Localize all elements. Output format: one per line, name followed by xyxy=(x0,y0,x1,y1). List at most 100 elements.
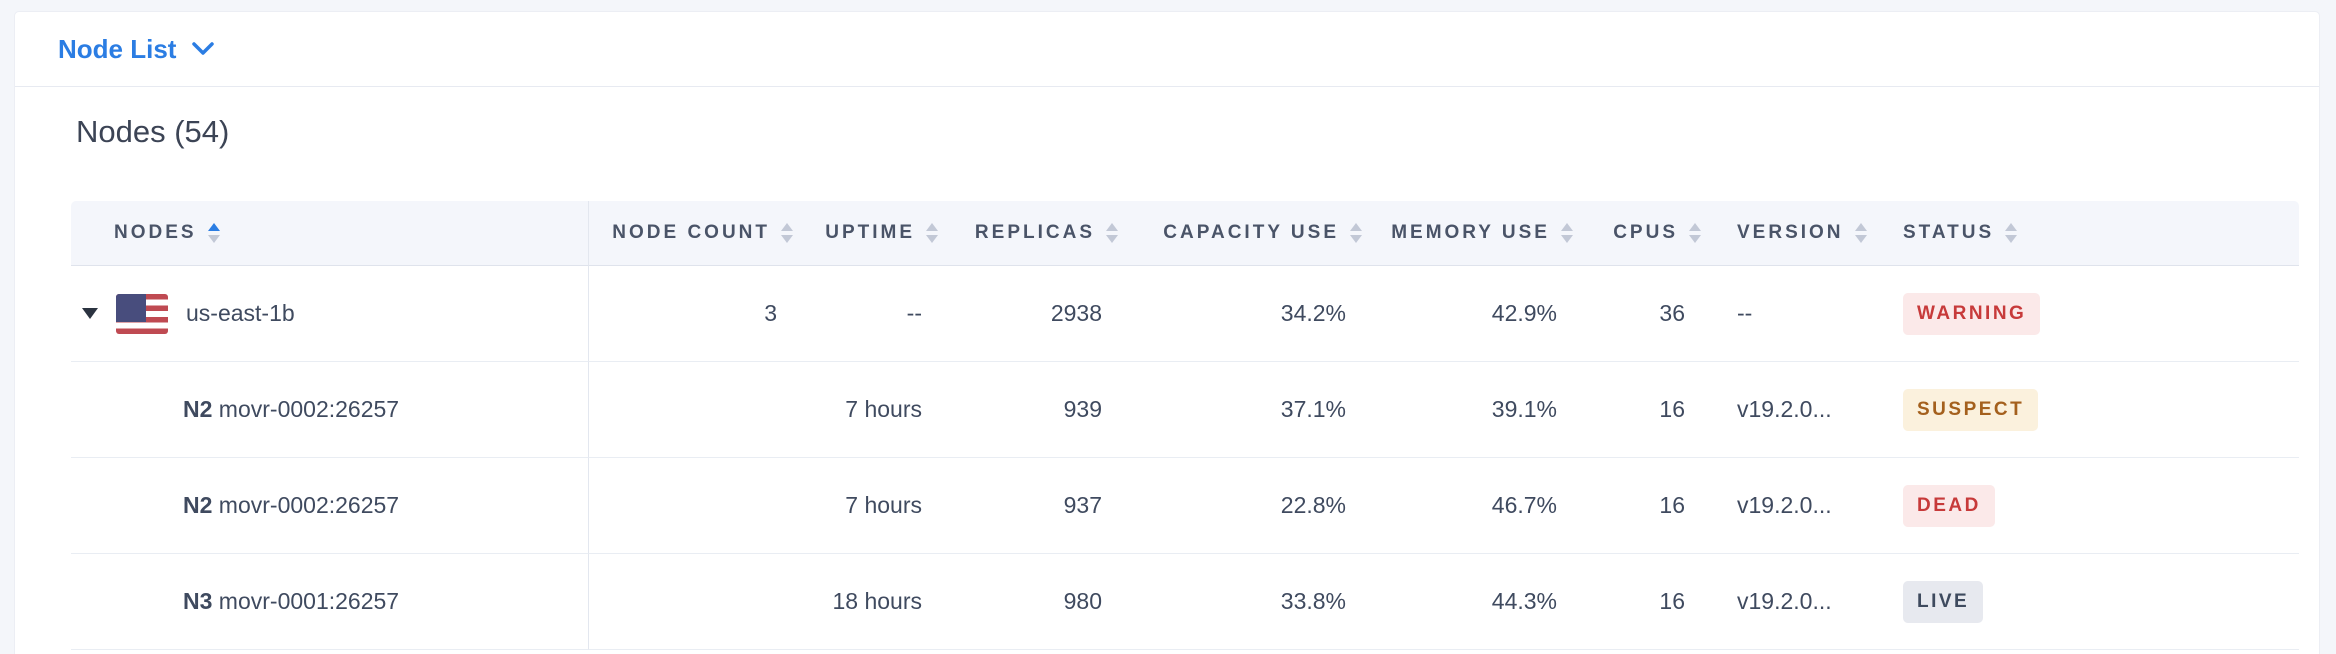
capacity-use-cell: 33.8% xyxy=(1126,554,1370,650)
sort-desc-arrow-icon xyxy=(1689,235,1701,243)
column-header-label: CAPACITY USE xyxy=(1163,222,1339,243)
node-list-card: Node List Nodes (54) NODES NODE COUNT UPTI… xyxy=(14,11,2320,654)
nodes-table-wrap: NODES NODE COUNT UPTIME REPLICAS CAPACITY US… xyxy=(71,201,2299,650)
memory-use-cell: 42.9% xyxy=(1370,266,1581,362)
table-header-row: NODES NODE COUNT UPTIME REPLICAS CAPACITY US… xyxy=(71,201,2299,266)
sort-icon xyxy=(207,223,220,243)
sort-desc-arrow-icon xyxy=(781,235,793,243)
page-title: Nodes (54) xyxy=(76,114,230,149)
capacity-use-cell: 22.8% xyxy=(1126,458,1370,554)
column-header-label: VERSION xyxy=(1737,222,1844,243)
column-header-label: REPLICAS xyxy=(974,222,1095,243)
replicas-cell: 937 xyxy=(946,458,1126,554)
view-selector-label: Node List xyxy=(58,33,177,64)
flag-canton xyxy=(116,293,147,323)
column-header-label: NODE COUNT xyxy=(612,222,770,243)
sort-asc-arrow-icon xyxy=(1561,223,1573,231)
status-badge: DEAD xyxy=(1903,484,1995,527)
column-header-nodes[interactable]: NODES xyxy=(71,201,589,266)
nodes-cell: us-east-1b xyxy=(71,266,589,362)
replicas-cell: 2938 xyxy=(946,266,1126,362)
node-id: N3 xyxy=(183,588,213,614)
capacity-use-cell: 34.2% xyxy=(1126,266,1370,362)
sort-desc-arrow-icon xyxy=(207,235,220,243)
cpus-cell: 16 xyxy=(1581,554,1709,650)
cpus-cell: 36 xyxy=(1581,266,1709,362)
sort-icon xyxy=(2005,223,2018,243)
column-header-label: CPUS xyxy=(1613,222,1678,243)
node-name: N3 movr-0001:26257 xyxy=(183,588,400,614)
status-badge: LIVE xyxy=(1903,580,1984,623)
node-count-cell xyxy=(589,554,801,650)
sort-asc-arrow-icon xyxy=(207,223,220,231)
node-count-cell xyxy=(589,458,801,554)
chevron-down-icon xyxy=(192,42,215,55)
node-name: N2 movr-0002:26257 xyxy=(183,492,400,518)
sort-asc-arrow-icon xyxy=(1689,223,1701,231)
sort-asc-arrow-icon xyxy=(1350,223,1362,231)
column-header-label: MEMORY USE xyxy=(1391,222,1550,243)
node-count-cell: 3 xyxy=(589,266,801,362)
status-badge: SUSPECT xyxy=(1903,388,2039,431)
view-selector-dropdown[interactable]: Node List xyxy=(58,33,215,65)
node-count-cell xyxy=(589,362,801,458)
cpus-cell: 16 xyxy=(1581,362,1709,458)
sort-asc-arrow-icon xyxy=(1854,223,1867,231)
sort-icon xyxy=(1106,223,1118,243)
sort-asc-arrow-icon xyxy=(2005,223,2018,231)
column-header-label: STATUS xyxy=(1903,222,1995,243)
table-row: N2 movr-0002:26257 7 hours 937 22.8% 46.7% 16… xyxy=(71,458,2299,554)
version-cell: v19.2.0... xyxy=(1709,554,1882,650)
status-cell: WARNING xyxy=(1882,266,2299,362)
nodes-cell: N2 movr-0002:26257 xyxy=(71,458,589,554)
version-cell: v19.2.0... xyxy=(1709,458,1882,554)
capacity-use-cell: 37.1% xyxy=(1126,362,1370,458)
uptime-cell: 7 hours xyxy=(801,458,946,554)
sort-desc-arrow-icon xyxy=(1106,235,1118,243)
column-header-capacity-use[interactable]: CAPACITY USE xyxy=(1126,201,1370,266)
sort-asc-arrow-icon xyxy=(926,223,938,231)
sort-asc-arrow-icon xyxy=(1106,223,1118,231)
column-header-cpus[interactable]: CPUS xyxy=(1581,201,1709,266)
us-flag-icon xyxy=(116,293,168,334)
sort-icon xyxy=(926,223,938,243)
sort-icon xyxy=(781,223,793,243)
nodes-table: NODES NODE COUNT UPTIME REPLICAS CAPACITY US… xyxy=(71,201,2299,650)
node-id: N2 xyxy=(183,396,213,422)
replicas-cell: 939 xyxy=(946,362,1126,458)
memory-use-cell: 39.1% xyxy=(1370,362,1581,458)
table-row: N2 movr-0002:26257 7 hours 939 37.1% 39.1% 16… xyxy=(71,362,2299,458)
status-cell: LIVE xyxy=(1882,554,2299,650)
table-row: us-east-1b 3 -- 2938 34.2% 42.9% 36 -- WARNING xyxy=(71,266,2299,362)
uptime-cell: 7 hours xyxy=(801,362,946,458)
cpus-cell: 16 xyxy=(1581,458,1709,554)
status-cell: DEAD xyxy=(1882,458,2299,554)
sort-desc-arrow-icon xyxy=(2005,235,2018,243)
column-header-replicas[interactable]: REPLICAS xyxy=(946,201,1126,266)
status-cell: SUSPECT xyxy=(1882,362,2299,458)
sort-desc-arrow-icon xyxy=(1350,235,1362,243)
sort-desc-arrow-icon xyxy=(1854,235,1867,243)
node-name: N2 movr-0002:26257 xyxy=(183,396,400,422)
sort-icon xyxy=(1689,223,1701,243)
sort-desc-arrow-icon xyxy=(1561,235,1573,243)
nodes-cell: N3 movr-0001:26257 xyxy=(71,554,589,650)
column-header-memory-use[interactable]: MEMORY USE xyxy=(1370,201,1581,266)
sort-icon xyxy=(1854,223,1867,243)
region-name: us-east-1b xyxy=(186,300,295,326)
column-header-label: NODES xyxy=(114,222,197,243)
version-cell: -- xyxy=(1709,266,1882,362)
sort-desc-arrow-icon xyxy=(926,235,938,243)
column-header-label: UPTIME xyxy=(825,222,915,243)
sort-asc-arrow-icon xyxy=(781,223,793,231)
column-header-node-count[interactable]: NODE COUNT xyxy=(589,201,801,266)
column-header-version[interactable]: VERSION xyxy=(1709,201,1882,266)
collapse-region-caret-icon[interactable] xyxy=(82,308,98,319)
uptime-cell: 18 hours xyxy=(801,554,946,650)
column-header-status[interactable]: STATUS xyxy=(1882,201,2299,266)
sort-icon xyxy=(1350,223,1362,243)
replicas-cell: 980 xyxy=(946,554,1126,650)
status-badge: WARNING xyxy=(1903,292,2041,335)
column-header-uptime[interactable]: UPTIME xyxy=(801,201,946,266)
table-row: N3 movr-0001:26257 18 hours 980 33.8% 44.3% 1… xyxy=(71,554,2299,650)
